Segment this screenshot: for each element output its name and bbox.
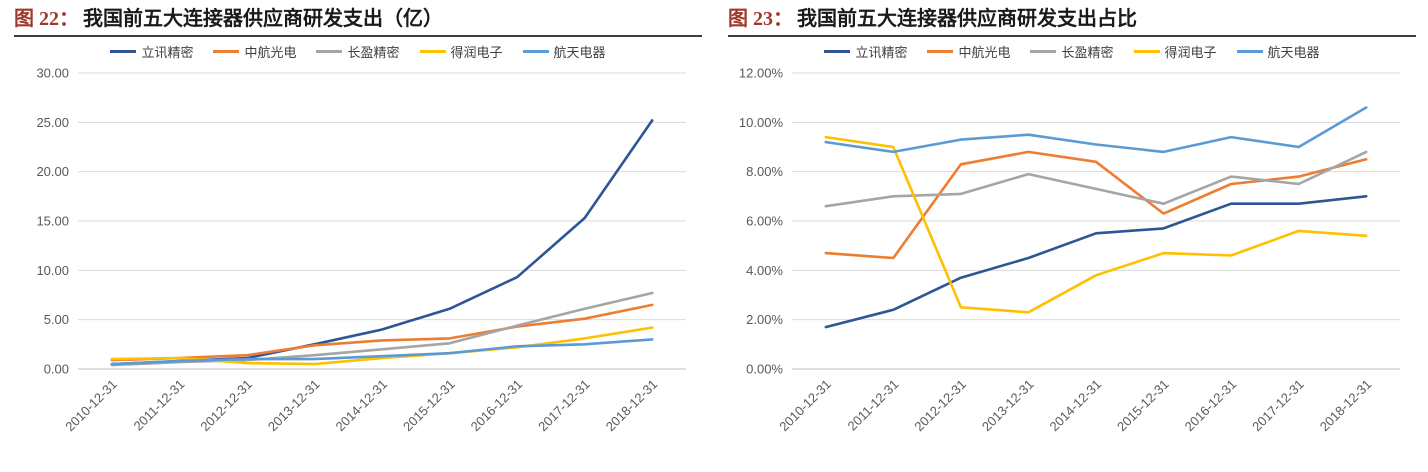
x-tick-label: 2015-12-31 — [1114, 377, 1172, 435]
legend-item: 得润电子 — [1133, 42, 1217, 61]
legend-line-swatch — [316, 49, 343, 53]
figure-22-title-text: 我国前五大连接器供应商研发支出（亿） — [83, 8, 443, 30]
y-tick-label: 12.00% — [739, 66, 784, 81]
legend-label: 航天电器 — [1267, 44, 1320, 60]
legend-label: 得润电子 — [450, 44, 503, 60]
y-tick-label: 0.00% — [746, 362, 783, 377]
figure-22-panel: 图 22： 我国前五大连接器供应商研发支出（亿） 立讯精密 中航光电 长盈精密 得润电子… — [14, 6, 702, 435]
legend-line-swatch — [1133, 49, 1160, 53]
legend-item: 航天电器 — [522, 42, 606, 61]
y-tick-label: 2.00% — [746, 312, 783, 327]
y-tick-label: 0.00 — [44, 362, 69, 377]
figure-23-legend: 立讯精密 中航光电 长盈精密 得润电子 航天电器 — [728, 39, 1416, 63]
series-line-4 — [824, 106, 1368, 154]
legend-line-swatch — [927, 49, 954, 53]
y-tick-label: 20.00 — [36, 164, 69, 179]
legend-line-swatch — [419, 49, 446, 53]
series-line-1 — [824, 150, 1368, 260]
x-tick-label: 2018-12-31 — [603, 377, 661, 435]
legend-label: 得润电子 — [1164, 44, 1217, 60]
legend-item: 航天电器 — [1236, 42, 1320, 61]
x-tick-label: 2016-12-31 — [1182, 377, 1240, 435]
y-tick-label: 4.00% — [746, 263, 783, 278]
figure-22-legend: 立讯精密 中航光电 长盈精密 得润电子 航天电器 — [14, 39, 702, 63]
x-tick-label: 2011-12-31 — [844, 377, 901, 434]
y-tick-label: 10.00 — [36, 263, 69, 278]
figure-22-label: 图 22： — [14, 8, 79, 30]
x-tick-label: 2013-12-31 — [265, 377, 323, 435]
legend-label: 长盈精密 — [1061, 44, 1114, 60]
title-underline — [14, 35, 702, 37]
x-tick-label: 2012-12-31 — [197, 377, 255, 435]
figure-22-line-chart: 0.00 5.00 10.00 15.00 20.00 25.00 30.00 2010-12… — [36, 66, 686, 435]
legend-item: 得润电子 — [419, 42, 503, 61]
legend-line-swatch — [824, 49, 851, 53]
figure-23-panel: 图 23： 我国前五大连接器供应商研发支出占比 立讯精密 中航光电 长盈精密 得润电子 航… — [714, 0, 1428, 472]
legend-item: 立讯精密 — [824, 42, 907, 61]
series-line-1 — [110, 303, 654, 362]
x-tick-label: 2012-12-31 — [911, 377, 969, 435]
series-line-0 — [110, 119, 654, 366]
series-line-4 — [110, 338, 654, 366]
x-tick-label: 2010-12-31 — [62, 377, 120, 435]
legend-label: 航天电器 — [553, 44, 606, 60]
legend-label: 长盈精密 — [347, 44, 400, 60]
figure-23-label: 图 23： — [728, 8, 793, 30]
legend-line-swatch — [1030, 49, 1057, 53]
figure-23-line-chart: 0.00% 2.00% 4.00% 6.00% 8.00% 10.00% 12.00% 201… — [739, 66, 1400, 435]
legend-line-swatch — [522, 49, 549, 53]
x-tick-label: 2013-12-31 — [979, 377, 1037, 435]
y-tick-label: 25.00 — [36, 115, 69, 130]
y-tick-label: 30.00 — [36, 66, 69, 81]
x-tick-label: 2017-12-31 — [1249, 377, 1307, 435]
legend-line-swatch — [213, 49, 240, 53]
x-tick-label: 2010-12-31 — [776, 377, 834, 435]
series-line-2 — [824, 150, 1368, 208]
figure-23-title: 图 23： 我国前五大连接器供应商研发支出占比 — [728, 6, 1416, 32]
y-tick-label: 15.00 — [36, 214, 69, 229]
legend-line-swatch — [110, 49, 137, 53]
x-tick-label: 2017-12-31 — [535, 377, 593, 435]
legend-item: 长盈精密 — [316, 42, 400, 61]
x-tick-label: 2018-12-31 — [1317, 377, 1375, 435]
y-tick-label: 5.00 — [44, 312, 69, 327]
legend-item: 长盈精密 — [1030, 42, 1114, 61]
figure-23-title-text: 我国前五大连接器供应商研发支出占比 — [797, 8, 1137, 30]
y-tick-label: 8.00% — [746, 164, 783, 179]
series-line-0 — [824, 195, 1368, 329]
legend-item: 中航光电 — [927, 42, 1010, 61]
x-tick-label: 2016-12-31 — [468, 377, 526, 435]
x-tick-label: 2014-12-31 — [332, 377, 390, 435]
y-tick-label: 10.00% — [739, 115, 784, 130]
legend-label: 立讯精密 — [141, 44, 194, 60]
legend-item: 中航光电 — [213, 42, 296, 61]
legend-line-swatch — [1236, 49, 1263, 53]
title-underline — [728, 35, 1416, 37]
legend-label: 立讯精密 — [855, 44, 908, 60]
y-tick-label: 6.00% — [746, 214, 783, 229]
x-tick-label: 2011-12-31 — [130, 377, 187, 434]
figure-22-title: 图 22： 我国前五大连接器供应商研发支出（亿） — [14, 6, 702, 32]
legend-item: 立讯精密 — [110, 42, 193, 61]
series-line-3 — [824, 135, 1368, 314]
x-tick-label: 2014-12-31 — [1046, 377, 1104, 435]
x-tick-label: 2015-12-31 — [400, 377, 458, 435]
legend-label: 中航光电 — [958, 44, 1011, 60]
legend-label: 中航光电 — [244, 44, 297, 60]
